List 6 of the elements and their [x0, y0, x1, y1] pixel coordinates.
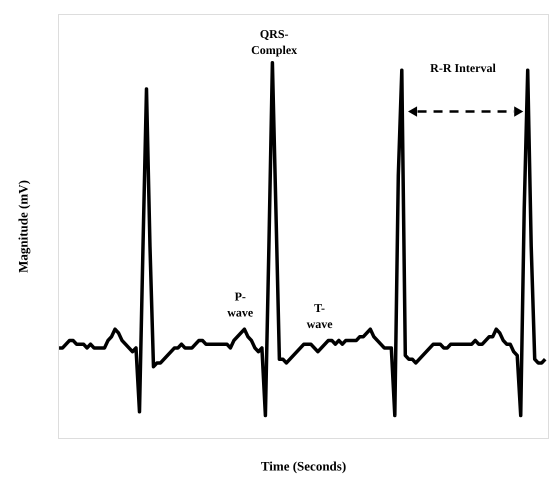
y-axis-title: Magnitude (mV) [16, 180, 30, 273]
annotation: P- wave [227, 290, 254, 320]
text: QRS- Complex [251, 27, 298, 58]
x-axis-title: Time (Seconds) [260, 458, 346, 474]
annotation: T- wave [306, 300, 334, 331]
annotation: R-R Interval [430, 60, 497, 75]
